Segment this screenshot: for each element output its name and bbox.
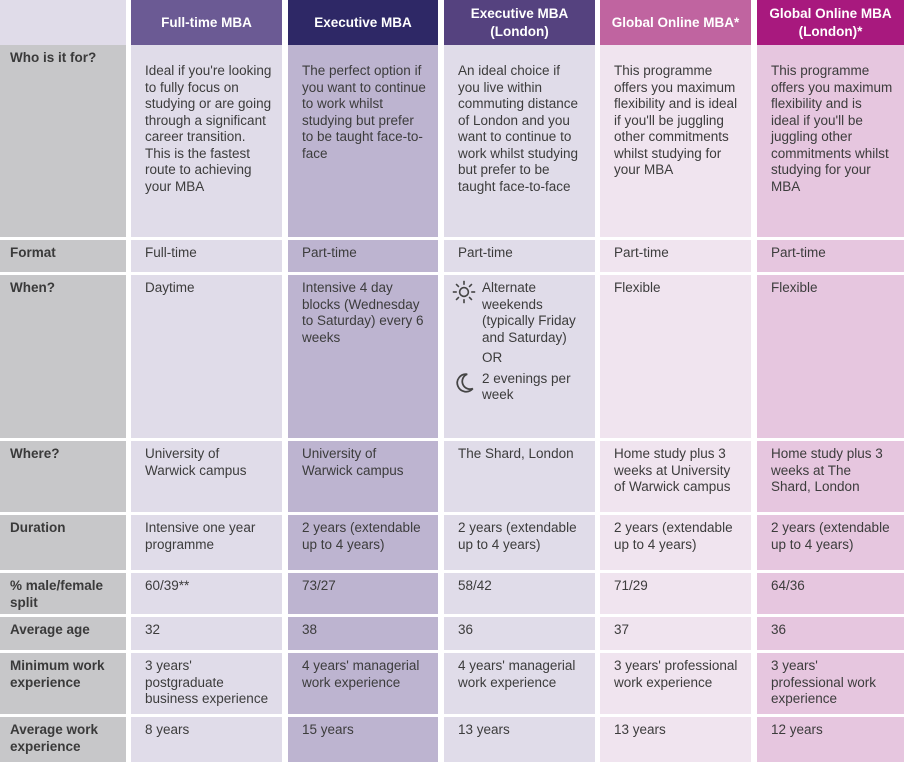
column-header: Full-time MBA bbox=[131, 0, 282, 55]
table-cell: 32 bbox=[131, 617, 282, 650]
table-cell: Intensive 4 day blocks (Wednesday to Sat… bbox=[288, 275, 438, 438]
evening-text: 2 evenings per week bbox=[482, 370, 571, 403]
daytime-text: Alternate weekends (typically Friday and… bbox=[482, 280, 576, 345]
table-cell: 36 bbox=[757, 617, 904, 650]
table-cell: Part-time bbox=[600, 240, 751, 272]
row-label: Who is it for? bbox=[0, 45, 126, 237]
table-cell: Full-time bbox=[131, 240, 282, 272]
column-title: Global Online MBA* bbox=[611, 14, 740, 30]
table-cell: The Shard, London bbox=[444, 441, 595, 512]
table-cell: Part-time bbox=[444, 240, 595, 272]
table-cell: 60/39** bbox=[131, 573, 282, 614]
column-title: Executive MBA bbox=[314, 14, 412, 30]
table-cell: 3 years' professional work experience bbox=[600, 653, 751, 714]
table-cell: Home study plus 3 weeks at University of… bbox=[600, 441, 751, 512]
table-cell: 12 years bbox=[757, 717, 904, 762]
table-cell: 37 bbox=[600, 617, 751, 650]
table-cell: Flexible bbox=[600, 275, 751, 438]
table-cell: 64/36 bbox=[757, 573, 904, 614]
table-cell: 13 years bbox=[444, 717, 595, 762]
table-cell: Daytime bbox=[131, 275, 282, 438]
table-cell: Intensive one year programme bbox=[131, 515, 282, 570]
table-cell: Home study plus 3 weeks at The Shard, Lo… bbox=[757, 441, 904, 512]
table-cell: 3 years' professional work experience bbox=[757, 653, 904, 714]
column-title: Executive MBA (London) bbox=[470, 5, 569, 39]
table-cell: This programme offers you maximum flexib… bbox=[600, 45, 751, 237]
column-header: Global Online MBA* bbox=[600, 0, 751, 55]
table-cell: Flexible bbox=[757, 275, 904, 438]
column-title: Full-time MBA bbox=[161, 14, 252, 30]
row-label: Average work experience bbox=[0, 717, 126, 762]
table-cell: 58/42 bbox=[444, 573, 595, 614]
table-cell: Part-time bbox=[288, 240, 438, 272]
row-label: Minimum work experience bbox=[0, 653, 126, 714]
row-label: % male/female split bbox=[0, 573, 126, 614]
table-cell: 73/27 bbox=[288, 573, 438, 614]
corner-cell bbox=[0, 0, 126, 45]
table-cell: 2 years (extendable up to 4 years) bbox=[600, 515, 751, 570]
evening-option: 2 evenings per week bbox=[452, 371, 591, 404]
table-cell: This programme offers you maximum flexib… bbox=[757, 45, 904, 237]
table-cell: The perfect option if you want to contin… bbox=[288, 45, 438, 237]
row-label: Format bbox=[0, 240, 126, 272]
column-header: Executive MBA (London) bbox=[444, 0, 595, 55]
table-cell: 36 bbox=[444, 617, 595, 650]
column-title: Global Online MBA (London)* bbox=[769, 5, 892, 39]
sun-icon bbox=[452, 280, 476, 346]
table-cell: Ideal if you're looking to fully focus o… bbox=[131, 45, 282, 237]
table-cell: 3 years' postgraduate business experienc… bbox=[131, 653, 282, 714]
column-header: Global Online MBA (London)* bbox=[757, 0, 904, 55]
table-cell: 4 years' managerial work experience bbox=[288, 653, 438, 714]
table-cell: University of Warwick campus bbox=[288, 441, 438, 512]
table-cell: 8 years bbox=[131, 717, 282, 762]
table-cell: 15 years bbox=[288, 717, 438, 762]
daytime-option: Alternate weekends (typically Friday and… bbox=[452, 280, 591, 346]
row-label: Average age bbox=[0, 617, 126, 650]
or-text: OR bbox=[482, 350, 503, 365]
table-cell: An ideal choice if you live within commu… bbox=[444, 45, 595, 237]
row-label: When? bbox=[0, 275, 126, 438]
table-cell: 38 bbox=[288, 617, 438, 650]
table-cell: 2 years (extendable up to 4 years) bbox=[757, 515, 904, 570]
column-header: Executive MBA bbox=[288, 0, 438, 55]
table-cell: Alternate weekends (typically Friday and… bbox=[444, 275, 595, 438]
table-cell: University of Warwick campus bbox=[131, 441, 282, 512]
table-cell: 2 years (extendable up to 4 years) bbox=[288, 515, 438, 570]
row-label: Where? bbox=[0, 441, 126, 512]
table-cell: 2 years (extendable up to 4 years) bbox=[444, 515, 595, 570]
table-cell: 71/29 bbox=[600, 573, 751, 614]
table-cell: 13 years bbox=[600, 717, 751, 762]
table-cell: Part-time bbox=[757, 240, 904, 272]
row-label: Duration bbox=[0, 515, 126, 570]
moon-icon bbox=[452, 371, 476, 404]
table-cell: 4 years' managerial work experience bbox=[444, 653, 595, 714]
